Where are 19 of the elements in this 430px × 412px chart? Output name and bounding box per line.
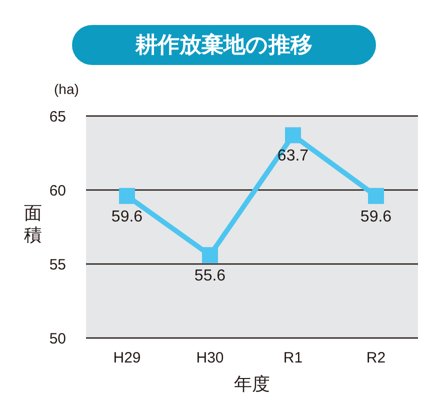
point — [285, 127, 301, 144]
y-tick-label: 55 — [49, 256, 66, 274]
point — [202, 247, 218, 264]
y-tick-label: 60 — [49, 182, 66, 200]
x-tick-label: R2 — [366, 350, 386, 367]
chart-title: 耕作放棄地の推移 — [72, 25, 376, 65]
x-tick-label: H29 — [113, 350, 141, 367]
data-label: 59.6 — [360, 208, 392, 226]
y-axis-title: 面積 — [24, 202, 42, 246]
data-label: 59.6 — [111, 208, 143, 226]
y-tick-label: 65 — [49, 108, 66, 126]
x-tick-label: H30 — [196, 350, 224, 367]
data-label: 55.6 — [194, 267, 226, 284]
point — [368, 188, 384, 204]
text: (ha) — [54, 81, 79, 97]
x-tick-label: R1 — [283, 350, 303, 367]
y-tick-label: 50 — [49, 330, 66, 348]
point — [119, 188, 135, 204]
x-axis-title: 年度 — [233, 373, 271, 396]
